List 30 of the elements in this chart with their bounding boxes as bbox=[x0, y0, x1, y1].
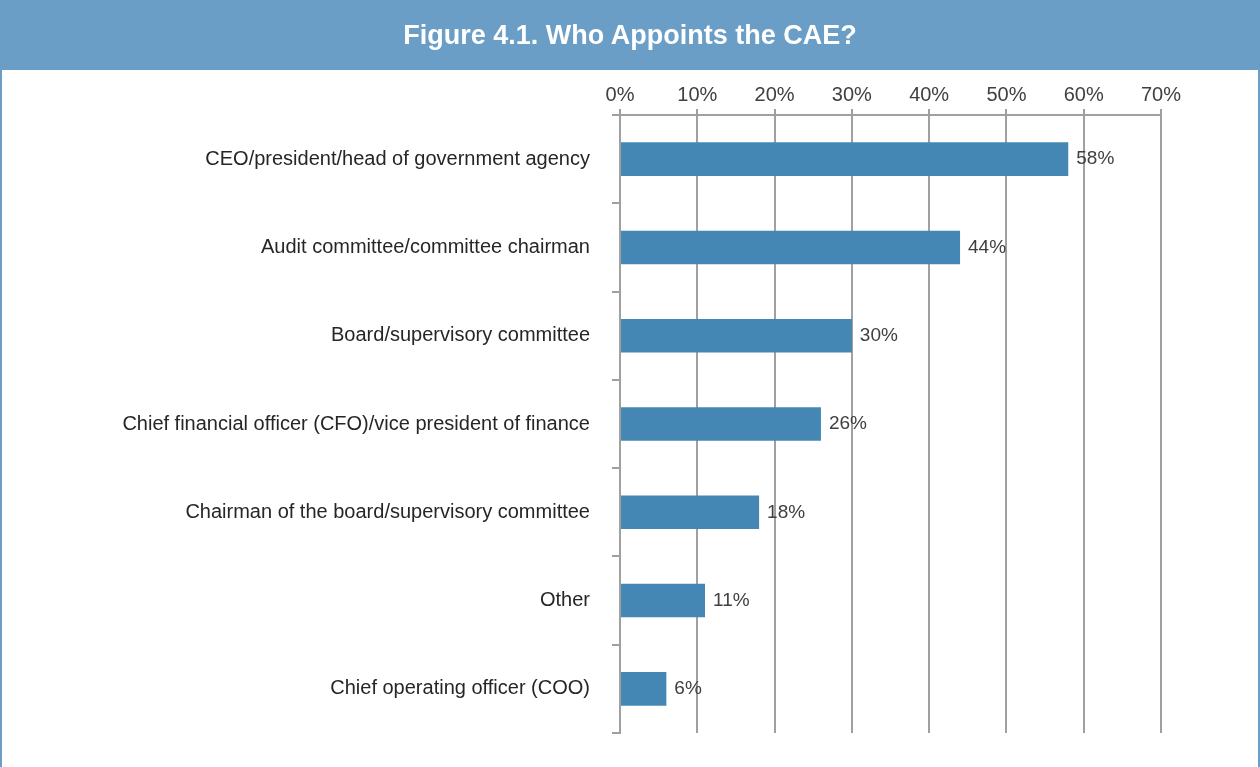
y-tick-label: Audit committee/committee chairman bbox=[260, 234, 590, 257]
y-tick-label: Chief operating officer (COO) bbox=[330, 676, 590, 699]
y-tick-label: Board/supervisory committee bbox=[331, 323, 590, 346]
data-label: 30% bbox=[859, 323, 898, 345]
y-tick-label: Other bbox=[539, 588, 591, 611]
x-tick-label: 0% bbox=[605, 82, 635, 105]
bar bbox=[621, 318, 852, 353]
x-tick-label: 50% bbox=[986, 82, 1027, 105]
data-label: 44% bbox=[968, 235, 1007, 257]
y-tick-label: Chief financial officer (CFO)/vice president of finance bbox=[122, 411, 590, 434]
x-tick-label: 20% bbox=[754, 82, 795, 105]
x-tick-label: 40% bbox=[909, 82, 950, 105]
bar bbox=[621, 142, 1069, 176]
bar bbox=[621, 672, 667, 706]
data-label: 26% bbox=[828, 412, 868, 434]
data-label: 6% bbox=[674, 677, 702, 699]
x-tick-label: 30% bbox=[831, 82, 873, 105]
bar bbox=[621, 407, 821, 441]
data-label: 18% bbox=[767, 500, 806, 522]
chart-title: Figure 4.1. Who Appoints the CAE? bbox=[2, 0, 1258, 73]
x-tick-label: 10% bbox=[677, 82, 718, 105]
y-tick-label: CEO/president/head of government agency bbox=[205, 146, 590, 169]
data-label: 58% bbox=[1076, 147, 1115, 169]
bar bbox=[621, 495, 760, 530]
x-tick-label: 70% bbox=[1140, 82, 1182, 105]
y-tick-label: Chairman of the board/supervisory committee bbox=[185, 499, 590, 522]
data-label: 11% bbox=[713, 588, 750, 610]
x-tick-label: 60% bbox=[1063, 82, 1104, 105]
bar bbox=[621, 230, 961, 265]
bar bbox=[621, 583, 706, 618]
